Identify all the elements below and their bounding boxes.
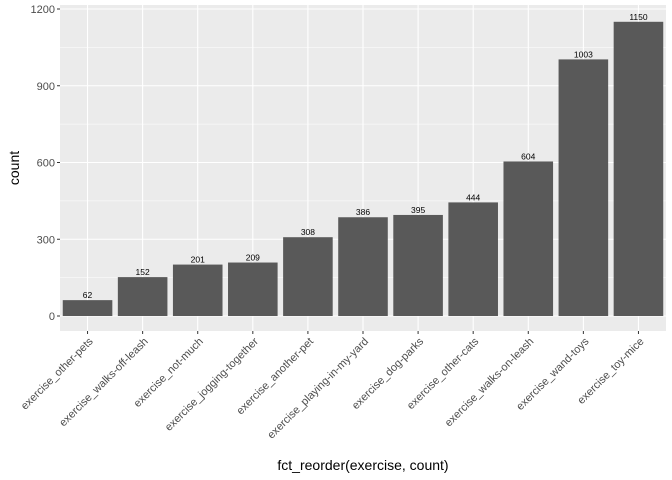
bar — [172, 264, 223, 316]
x-axis: exercise_other-petsexercise_walks-off-le… — [19, 331, 647, 441]
bar-value-labels: 62 152 201 209 308 386 395 444 604 1003 1150 — [83, 12, 648, 300]
bar — [62, 300, 113, 316]
y-axis-title: count — [6, 151, 22, 185]
bar — [558, 59, 609, 316]
y-tick-label: 900 — [37, 81, 55, 93]
bar — [503, 161, 554, 316]
y-tick-label: 600 — [37, 158, 55, 170]
bar-value-label: 386 — [356, 207, 370, 217]
y-tick-label: 1200 — [31, 4, 55, 16]
y-tick-label: 300 — [37, 234, 55, 246]
bar — [117, 277, 168, 316]
bar-value-label: 1003 — [574, 49, 593, 59]
x-tick-label: exercise_jogging-together — [163, 335, 261, 433]
bar-value-label: 152 — [136, 267, 150, 277]
bar — [393, 214, 443, 316]
x-tick-label: exercise_walks-on-leash — [443, 336, 537, 430]
y-axis: 0 300 600 900 1200 — [31, 4, 60, 323]
y-tick-label: 0 — [49, 311, 55, 323]
bar-value-label: 201 — [191, 255, 205, 265]
x-tick-label: exercise_playing-in-my-yard — [265, 336, 371, 442]
bars — [62, 21, 664, 317]
bar — [283, 237, 333, 316]
bar-value-label: 1150 — [629, 12, 648, 22]
bar-value-label: 209 — [246, 253, 260, 263]
bar — [228, 262, 278, 316]
bar-value-label: 62 — [83, 290, 93, 300]
bar — [448, 202, 498, 316]
x-axis-title: fct_reorder(exercise, count) — [277, 457, 448, 473]
bar — [338, 217, 388, 316]
bar-value-label: 308 — [301, 227, 315, 237]
bar-value-label: 604 — [521, 151, 535, 161]
bar-value-label: 395 — [411, 205, 425, 215]
bar-value-label: 444 — [466, 192, 480, 202]
x-tick-label: exercise_walks-off-leash — [57, 336, 151, 430]
bar — [613, 21, 664, 317]
